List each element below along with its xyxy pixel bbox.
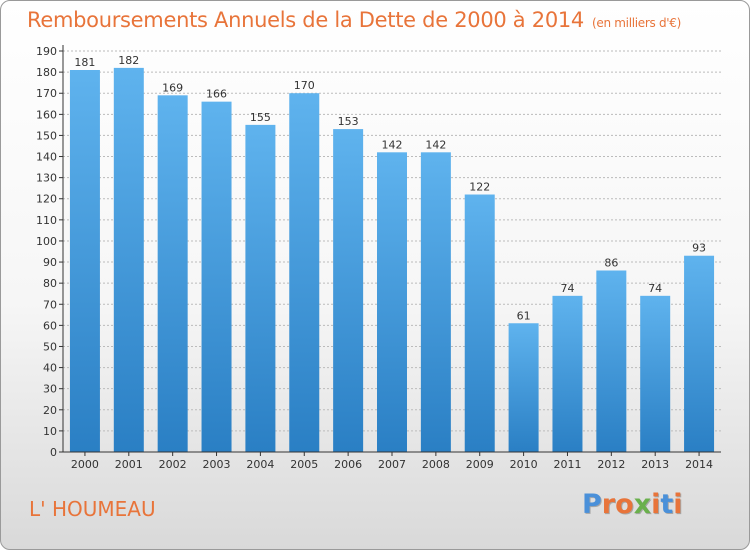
proxiti-logo: Proxiti: [582, 489, 683, 520]
data-label: 86: [604, 256, 618, 269]
data-label: 61: [517, 309, 531, 322]
logo-letter: P: [582, 489, 602, 520]
x-tick-label: 2010: [510, 458, 538, 471]
logo-letter: t: [660, 489, 673, 520]
data-label: 153: [338, 115, 359, 128]
bar-2001: [114, 68, 144, 452]
bar-2009: [465, 195, 495, 452]
x-tick-label: 2014: [685, 458, 713, 471]
bar-2007: [377, 152, 407, 452]
y-tick-label: 190: [36, 45, 57, 58]
bar-chart: 0 10 20 30 40 50 60 70 80 90 100 110 120 130 140 150 160…: [1, 1, 750, 550]
y-tick-label: 60: [43, 319, 57, 332]
data-label: 166: [206, 88, 227, 101]
x-tick-label: 2000: [71, 458, 99, 471]
bar-2013: [640, 296, 670, 452]
y-tick-label: 10: [43, 425, 57, 438]
x-tick-label: 2006: [334, 458, 362, 471]
bar-2003: [202, 102, 232, 452]
y-tick-label: 40: [43, 362, 57, 375]
y-tick-label: 130: [36, 172, 57, 185]
y-tick-label: 70: [43, 298, 57, 311]
data-label: 122: [469, 181, 490, 194]
bar-2000: [70, 70, 100, 452]
y-tick-label: 90: [43, 256, 57, 269]
y-tick-label: 20: [43, 404, 57, 417]
data-label: 169: [162, 81, 183, 94]
x-tick-label: 2001: [115, 458, 143, 471]
x-tick-label: 2009: [466, 458, 494, 471]
bar-2004: [245, 125, 275, 452]
x-tick-label: 2002: [159, 458, 187, 471]
y-tick-label: 100: [36, 235, 57, 248]
bar-2005: [289, 93, 319, 452]
y-tick-label: 0: [50, 446, 57, 459]
bar-2010: [509, 323, 539, 452]
chart-frame: Remboursements Annuels de la Dette de 20…: [0, 0, 750, 550]
y-tick-label: 110: [36, 214, 57, 227]
bar-2014: [684, 256, 714, 452]
x-tick-label: 2011: [553, 458, 581, 471]
x-tick-label: 2007: [378, 458, 406, 471]
data-label: 142: [425, 138, 446, 151]
x-tick-label: 2013: [641, 458, 669, 471]
data-label: 155: [250, 111, 271, 124]
y-tick-label: 80: [43, 277, 57, 290]
y-tick-label: 180: [36, 66, 57, 79]
x-tick-label: 2008: [422, 458, 450, 471]
bar-2012: [596, 270, 626, 452]
y-tick-label: 170: [36, 87, 57, 100]
data-label: 142: [382, 138, 403, 151]
y-tick-label: 30: [43, 383, 57, 396]
commune-name: L' HOUMEAU: [29, 497, 156, 521]
x-tick-label: 2003: [203, 458, 231, 471]
data-label: 170: [294, 79, 315, 92]
bar-2006: [333, 129, 363, 452]
bar-2002: [158, 95, 188, 452]
logo-letter: o: [615, 489, 634, 520]
logo-letter: x: [634, 489, 651, 520]
x-tick-label: 2005: [290, 458, 318, 471]
logo-letter: r: [602, 489, 615, 520]
logo-letter: i: [673, 489, 682, 520]
data-label: 181: [74, 56, 95, 69]
y-tick-label: 140: [36, 151, 57, 164]
data-label: 74: [560, 282, 574, 295]
y-tick-label: 150: [36, 129, 57, 142]
data-label: 74: [648, 282, 662, 295]
y-tick-label: 120: [36, 193, 57, 206]
x-tick-label: 2012: [597, 458, 625, 471]
bar-2008: [421, 152, 451, 452]
x-tick-label: 2004: [246, 458, 274, 471]
y-tick-label: 50: [43, 340, 57, 353]
data-label: 93: [692, 242, 706, 255]
logo-letter: i: [651, 489, 660, 520]
data-label: 182: [118, 54, 139, 67]
y-tick-label: 160: [36, 108, 57, 121]
bar-2011: [552, 296, 582, 452]
